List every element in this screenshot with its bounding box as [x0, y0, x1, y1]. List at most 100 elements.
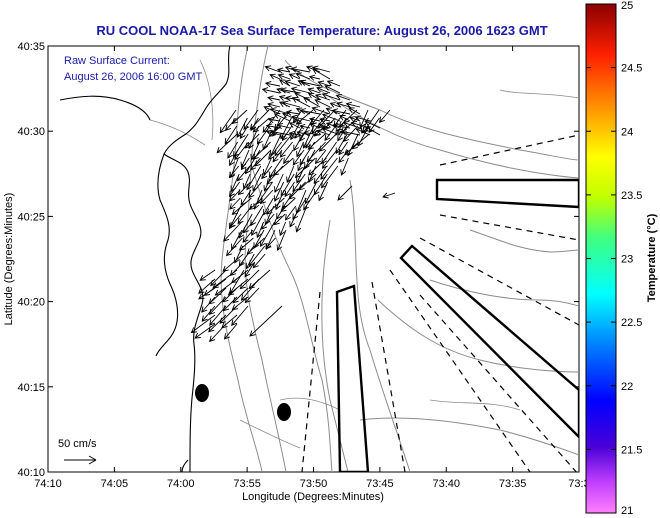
current-vector-arrow — [209, 323, 227, 343]
shipping-lanes — [335, 178, 579, 472]
current-vector-arrow — [198, 278, 216, 294]
current-vector-arrow — [254, 149, 272, 167]
current-vector-arrow — [311, 106, 331, 115]
current-vector-arrow — [264, 65, 281, 73]
colorbar-tick-label: 24 — [621, 126, 633, 138]
x-tick-label: 73:50 — [300, 478, 328, 490]
x-tick-label: 73:40 — [432, 478, 460, 490]
current-vector-arrow — [240, 189, 252, 206]
inset-current-time: August 26, 2006 16:00 GMT — [64, 71, 202, 83]
current-vector-arrow — [267, 102, 281, 109]
current-vector-arrow — [302, 125, 315, 149]
current-vector-arrow — [290, 86, 311, 94]
current-vector-arrow — [326, 79, 341, 87]
current-vector-arrow — [299, 79, 321, 87]
current-vector-arrow — [359, 109, 369, 129]
current-vector-arrow — [290, 66, 311, 73]
current-vector-arrow — [242, 229, 254, 243]
current-vector-arrow — [284, 79, 301, 87]
current-vector-arrow — [231, 197, 252, 216]
current-vector-arrow — [229, 189, 241, 202]
x-tick-label: 73:45 — [366, 478, 394, 490]
current-vector-arrow — [281, 125, 293, 142]
current-vector-arrow — [335, 93, 351, 101]
current-vector-arrow — [340, 157, 349, 176]
current-vector-arrow — [318, 181, 329, 202]
current-vector-arrow — [222, 253, 244, 272]
current-vector-arrow — [243, 109, 259, 131]
current-vector-arrow — [321, 92, 341, 101]
y-tick-label: 40:15 — [17, 382, 45, 394]
current-vector-arrow — [296, 165, 306, 184]
current-vector-arrow — [298, 173, 317, 191]
current-vector-arrow — [288, 130, 301, 137]
current-vector-arrow — [273, 113, 291, 122]
current-vector-arrow — [234, 141, 249, 161]
current-vector-arrow — [261, 165, 273, 180]
current-vector-arrow — [337, 125, 348, 142]
current-vector-arrow — [324, 85, 341, 94]
x-tick-label: 73:35 — [499, 478, 527, 490]
y-axis: 40:35 40:30 40:25 40:20 40:15 40:10 — [17, 41, 579, 479]
colorbar-tick-label: 22.5 — [621, 317, 642, 329]
x-tick-label: 74:00 — [167, 478, 195, 490]
x-tick-label: 73:55 — [233, 478, 261, 490]
buoy-marker-west — [195, 384, 209, 402]
current-vector-arrow — [283, 149, 294, 165]
current-vector-arrow — [212, 269, 238, 289]
current-vector-arrow — [228, 165, 240, 179]
current-vector-arrow — [299, 123, 311, 130]
current-vector-arrow — [276, 205, 286, 220]
current-vector-arrow — [256, 125, 271, 145]
current-vector-arrow — [245, 149, 261, 175]
current-vector-arrow — [288, 73, 301, 80]
current-vector-arrow — [311, 65, 331, 73]
current-vector-arrow — [320, 157, 338, 180]
current-vector-arrow — [289, 213, 297, 228]
current-vector-arrow — [222, 296, 238, 312]
current-vector-arrow — [265, 237, 276, 250]
current-vector-arrow — [291, 97, 311, 108]
current-vector-arrow — [274, 173, 284, 193]
current-vector-arrow — [269, 73, 281, 80]
current-vector-arrow — [292, 173, 306, 193]
x-axis-label: Longitude (Degrees:Minutes) — [242, 491, 384, 503]
current-vector-arrow — [382, 192, 396, 199]
current-vector-arrow — [228, 181, 240, 198]
current-vector-arrow — [227, 141, 238, 159]
current-vector-arrow — [264, 80, 281, 88]
current-vector-arrow — [239, 269, 260, 290]
current-vector-arrow — [252, 253, 266, 269]
colorbar-label: Temperature (°C) — [646, 213, 658, 302]
current-vector-arrow — [198, 287, 216, 300]
current-vector-arrow — [229, 213, 242, 229]
scale-label: 50 cm/s — [58, 438, 97, 450]
colorbar-tick-label: 23 — [621, 254, 633, 266]
current-vector-arrow — [225, 237, 243, 257]
current-vector-arrow — [231, 109, 248, 125]
antenna-range-lines — [301, 134, 579, 472]
current-vector-arrow — [240, 278, 260, 301]
current-vector-arrow — [244, 261, 255, 278]
current-vector-arrow — [248, 181, 262, 199]
current-vector-arrow — [229, 149, 239, 167]
current-vector-arrow — [313, 165, 328, 185]
x-tick-label: 74:05 — [101, 478, 129, 490]
current-vector-arrow — [314, 99, 331, 108]
current-vector-arrow — [364, 120, 381, 129]
y-tick-label: 40:25 — [17, 211, 45, 223]
current-vector-arrow — [299, 117, 314, 142]
current-vector-arrow — [223, 221, 242, 242]
coastline — [59, 46, 231, 472]
plot-frame — [47, 45, 580, 473]
current-vector-arrow — [201, 305, 216, 322]
inset-current-label: Raw Surface Current: — [64, 55, 170, 67]
current-vector-arrow — [351, 133, 370, 150]
current-vector-arrow — [296, 141, 305, 158]
current-vector-arrow — [284, 181, 295, 198]
current-vector-arrow — [336, 101, 351, 108]
current-vector-arrow — [338, 109, 358, 128]
colorbar-tick-label: 21 — [621, 505, 633, 517]
current-vector-arrow — [292, 149, 305, 166]
current-vector-arrow — [240, 157, 250, 171]
